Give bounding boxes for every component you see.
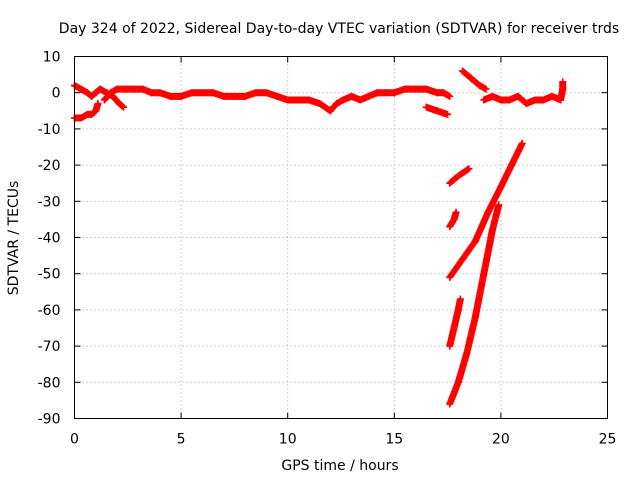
x-tick-label: 25 xyxy=(599,432,617,448)
data-point xyxy=(465,165,473,173)
y-tick-label: -30 xyxy=(38,194,61,210)
data-point xyxy=(94,100,102,108)
x-tick-label: 20 xyxy=(492,432,510,448)
data-point xyxy=(482,85,490,93)
data-point xyxy=(495,201,503,209)
data-point xyxy=(120,103,128,111)
x-tick-label: 0 xyxy=(70,432,79,448)
data-point xyxy=(518,139,526,147)
y-tick-label: -60 xyxy=(38,303,61,319)
y-tick-label: -40 xyxy=(38,231,61,247)
y-tick-label: -70 xyxy=(38,339,61,355)
data-point xyxy=(456,295,464,303)
x-tick-label: 5 xyxy=(177,432,186,448)
series-1 xyxy=(446,139,526,408)
x-axis-label: GPS time / hours xyxy=(281,458,398,474)
y-tick-label: -50 xyxy=(38,267,61,283)
data-point xyxy=(118,102,126,110)
data-point xyxy=(444,110,452,118)
series-0 xyxy=(71,67,567,122)
data-point xyxy=(452,208,460,216)
data-point xyxy=(446,92,454,100)
y-tick-label: -10 xyxy=(38,122,61,138)
grid xyxy=(74,56,608,419)
x-tick-label: 10 xyxy=(279,432,297,448)
data-point xyxy=(464,166,472,174)
axis-ticks: 0 5 10 15 20 25 10 0 -10 -20 -30 -40 -50 -60 -70 -80 -90 xyxy=(38,50,617,448)
y-axis-label: SDTVAR / TECUs xyxy=(6,181,22,296)
y-tick-label: -80 xyxy=(38,375,61,391)
y-tick-label: -20 xyxy=(38,158,61,174)
data-points xyxy=(71,67,567,408)
chart-title: Day 324 of 2022, Sidereal Day-to-day VTE… xyxy=(59,21,619,37)
y-tick-label: -90 xyxy=(38,412,61,428)
x-tick-label: 15 xyxy=(385,432,403,448)
plot-frame xyxy=(74,56,608,419)
y-tick-label: 0 xyxy=(52,86,61,102)
y-tick-label: 10 xyxy=(43,50,61,66)
data-point xyxy=(559,78,567,86)
